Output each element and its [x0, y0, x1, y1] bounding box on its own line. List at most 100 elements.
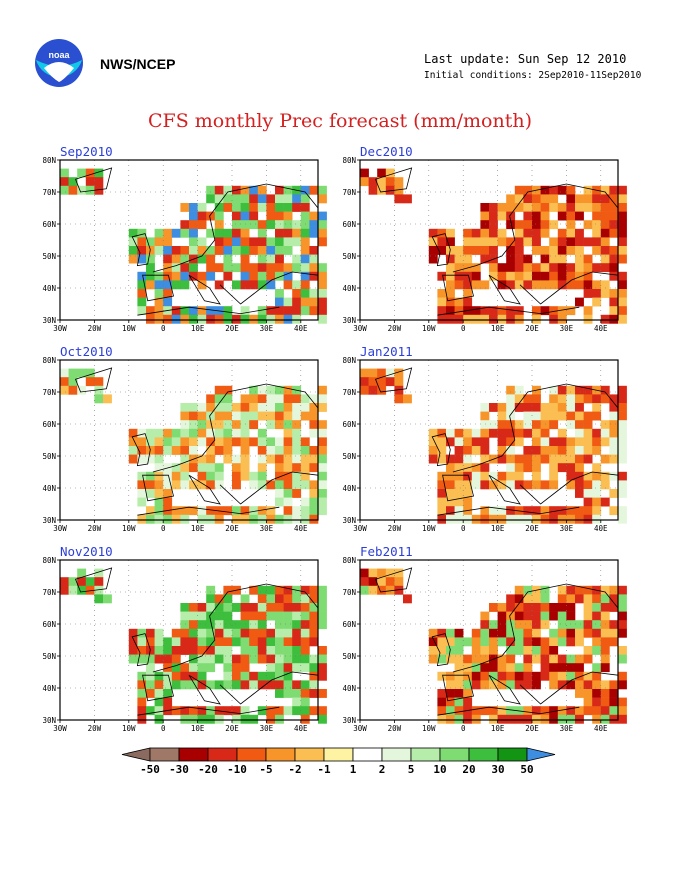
precip-cell — [283, 306, 293, 316]
precip-cell — [454, 246, 464, 255]
precip-cell — [549, 714, 559, 724]
coastline — [437, 306, 580, 316]
precip-cell — [471, 280, 481, 290]
precip-cell — [463, 297, 473, 307]
precip-cell — [540, 211, 550, 221]
precip-cell — [583, 289, 593, 298]
lon-label: 30E — [560, 724, 574, 733]
precip-cell — [360, 585, 369, 595]
lon-label: 30W — [353, 324, 367, 333]
precip-cell — [309, 411, 319, 421]
precip-cell — [583, 514, 593, 524]
precip-cell — [283, 620, 293, 630]
precip-cell — [566, 446, 576, 455]
precip-cell — [300, 506, 310, 516]
precip-cell — [318, 289, 327, 298]
precip-cell — [214, 246, 224, 255]
precip-cell — [471, 263, 481, 273]
precip-cell — [240, 603, 250, 612]
precip-cell — [566, 385, 576, 395]
precip-cell — [292, 263, 302, 273]
precip-cell — [257, 463, 267, 473]
precip-cell — [240, 620, 250, 630]
precip-cell — [566, 394, 576, 404]
precip-cell — [471, 654, 481, 664]
precip-cell — [240, 306, 250, 316]
precip-cell — [232, 671, 241, 681]
precip-cell — [249, 628, 259, 638]
precip-cell — [506, 620, 516, 630]
precip-cell — [197, 480, 207, 490]
precip-cell — [446, 271, 455, 281]
precip-cell — [60, 377, 69, 387]
precip-cell — [532, 620, 541, 630]
precip-cell — [300, 297, 310, 307]
coastline — [437, 706, 580, 716]
precip-cell — [523, 706, 533, 716]
precip-cell — [189, 306, 198, 316]
precip-cell — [437, 471, 447, 481]
precip-cell — [592, 637, 602, 647]
precip-cell — [609, 454, 619, 464]
precip-cell — [583, 620, 593, 630]
precip-cell — [506, 237, 516, 247]
coastline — [431, 633, 451, 667]
precip-cell — [506, 680, 516, 690]
precip-cell — [180, 603, 190, 612]
precip-cell — [292, 663, 302, 673]
precip-cell — [318, 611, 327, 621]
precip-cell — [471, 471, 481, 481]
lat-label: 70N — [42, 388, 56, 397]
precip-cell — [618, 254, 627, 264]
precip-cell — [497, 454, 507, 464]
precip-cell — [489, 237, 498, 247]
precip-cell — [454, 271, 464, 281]
precip-cell — [171, 514, 181, 524]
precip-cell — [428, 228, 438, 238]
precip-cell — [463, 497, 473, 507]
precip-cell — [618, 211, 627, 221]
precip-cell — [257, 394, 267, 404]
precip-cell — [249, 714, 259, 724]
precip-cell — [446, 471, 455, 481]
precip-cell — [197, 514, 207, 524]
precip-cell — [471, 628, 481, 638]
precip-cell — [463, 489, 473, 498]
coastline — [188, 474, 221, 505]
precip-cell — [575, 394, 584, 404]
precip-cell — [163, 689, 173, 698]
precip-cell — [146, 489, 155, 498]
precip-cell — [600, 220, 610, 230]
precip-cell — [549, 671, 559, 681]
precip-cell — [214, 680, 224, 690]
precip-cell — [506, 654, 516, 664]
precip-cell — [575, 680, 584, 690]
precip-cell — [163, 489, 173, 498]
precip-cell — [137, 306, 147, 316]
precip-cell — [540, 254, 550, 264]
precip-cell — [180, 263, 190, 273]
precip-cell — [309, 289, 319, 298]
precip-cell — [600, 585, 610, 595]
precip-cell — [197, 471, 207, 481]
precip-cell — [592, 403, 602, 412]
precip-cell — [437, 314, 447, 324]
precip-cell — [300, 271, 310, 281]
precip-cell — [146, 628, 155, 638]
precip-cell — [300, 237, 310, 247]
precip-cell — [575, 471, 584, 481]
precip-cell — [557, 628, 567, 638]
precip-cell — [583, 263, 593, 273]
precip-cell — [180, 506, 190, 516]
precip-cell — [300, 471, 310, 481]
precip-cell — [292, 463, 302, 473]
precip-cell — [532, 394, 541, 404]
precip-cell — [592, 680, 602, 690]
precip-cell — [454, 437, 464, 447]
precip-cell — [446, 497, 455, 507]
precip-cell — [292, 480, 302, 490]
precip-cell — [223, 594, 233, 604]
precip-cell — [257, 306, 267, 316]
precip-cell — [566, 403, 576, 412]
precip-cell — [318, 663, 327, 673]
